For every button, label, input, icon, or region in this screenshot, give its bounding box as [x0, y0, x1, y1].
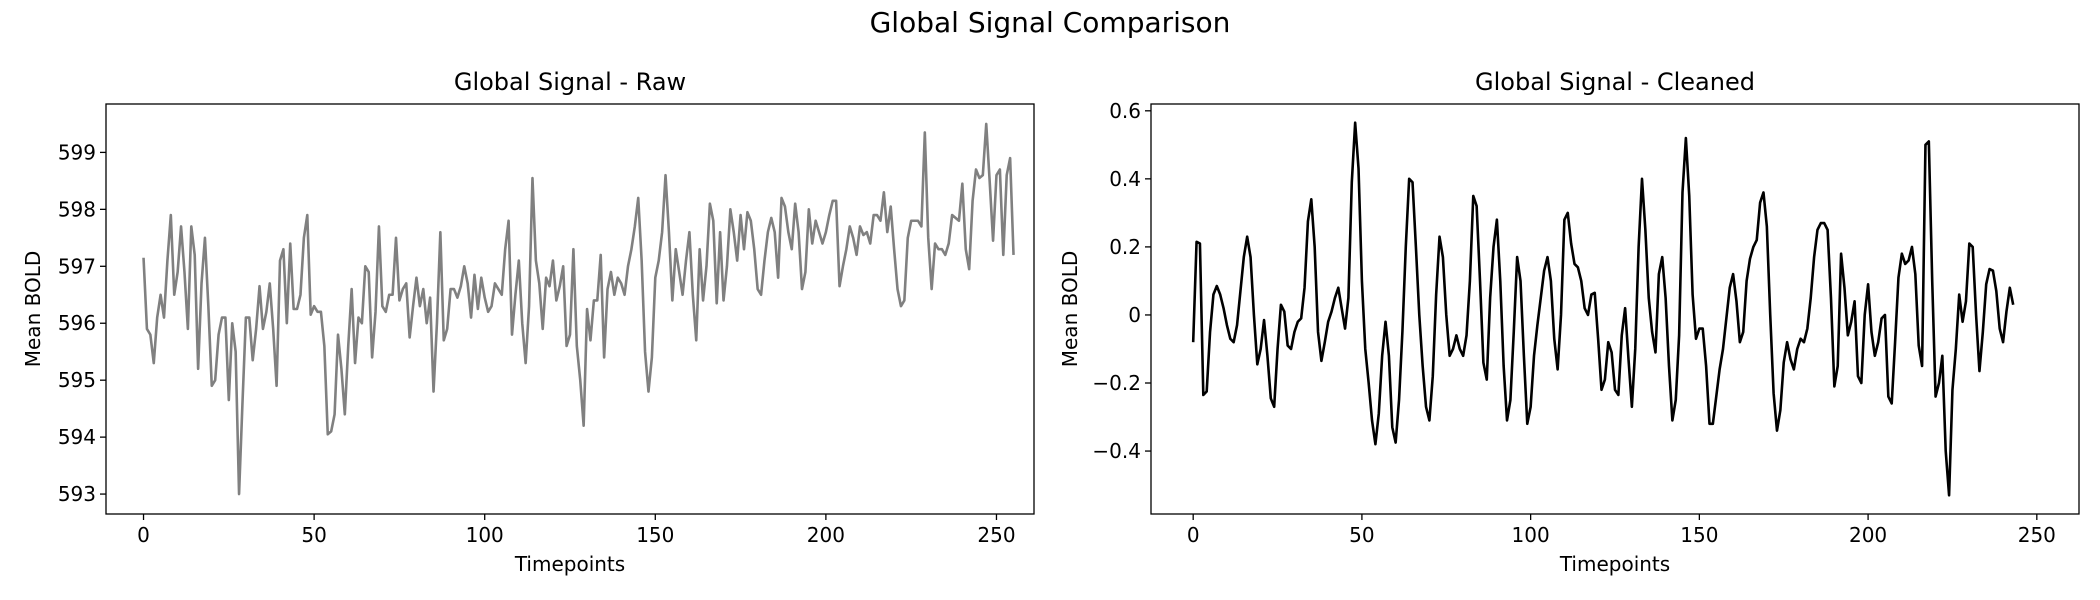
plot-cleaned-ytick-label: 0: [1128, 303, 1141, 327]
plot-raw-ytick-label: 597: [58, 254, 96, 278]
plot-raw-ytick-label: 594: [58, 425, 96, 449]
plot-cleaned-xtick-label: 200: [1849, 523, 1887, 547]
plot-cleaned-ytick-label: −0.2: [1092, 371, 1141, 395]
plot-raw-ticks: 0 50 100 150 200 250 593 594 595 596 597 598 599: [58, 140, 1016, 547]
plot-cleaned-xtick-label: 50: [1349, 523, 1374, 547]
plot-raw-ytick-label: 596: [58, 311, 96, 335]
plot-cleaned-ytick-label: 0.2: [1109, 235, 1141, 259]
plot-cleaned-xtick-label: 100: [1512, 523, 1550, 547]
plot-cleaned-xtick-label: 0: [1187, 523, 1200, 547]
plot-raw-xtick-label: 150: [636, 523, 674, 547]
figure-title: Global Signal Comparison: [870, 6, 1231, 39]
plot-cleaned-ticks: 0 50 100 150 200 250 −0.4 −0.2 0 0.2 0.4 0.6: [1092, 99, 2055, 547]
plot-cleaned-series-line: [1191, 121, 2015, 497]
plot-cleaned-xtick-label: 150: [1680, 523, 1718, 547]
plot-raw-series-line: [142, 122, 1015, 496]
plot-raw-xtick-label: 50: [301, 523, 326, 547]
plot-cleaned-xlabel: Timepoints: [1559, 552, 1670, 576]
plot-raw-ylabel: Mean BOLD: [21, 251, 45, 368]
plot-raw-title: Global Signal - Raw: [454, 68, 686, 96]
plot-raw-ytick-label: 595: [58, 368, 96, 392]
plot-raw-xtick-label: 0: [137, 523, 150, 547]
plot-cleaned-ylabel: Mean BOLD: [1058, 251, 1082, 368]
plot-cleaned-ytick-label: −0.4: [1092, 439, 1141, 463]
plot-cleaned-ytick-label: 0.4: [1109, 167, 1141, 191]
plot-raw-xtick-label: 200: [807, 523, 845, 547]
plot-cleaned: Global Signal - Cleaned 0 50 100 150 200 250 −…: [1058, 68, 2080, 576]
plot-raw-ytick-label: 593: [58, 482, 96, 506]
plot-raw-ytick-label: 598: [58, 197, 96, 221]
plot-raw-xtick-label: 100: [466, 523, 504, 547]
plot-raw-xlabel: Timepoints: [514, 552, 625, 576]
plot-raw-ytick-label: 599: [58, 140, 96, 164]
plot-cleaned-ytick-label: 0.6: [1109, 99, 1141, 123]
plot-cleaned-title: Global Signal - Cleaned: [1475, 68, 1755, 96]
plot-cleaned-frame: [1150, 103, 2080, 515]
plot-raw-xtick-label: 250: [977, 523, 1015, 547]
plot-cleaned-xtick-label: 250: [2018, 523, 2056, 547]
plot-raw-frame: [105, 103, 1035, 515]
plot-raw: Global Signal - Raw 0 50 100 150 200 250 593 59…: [21, 68, 1035, 576]
